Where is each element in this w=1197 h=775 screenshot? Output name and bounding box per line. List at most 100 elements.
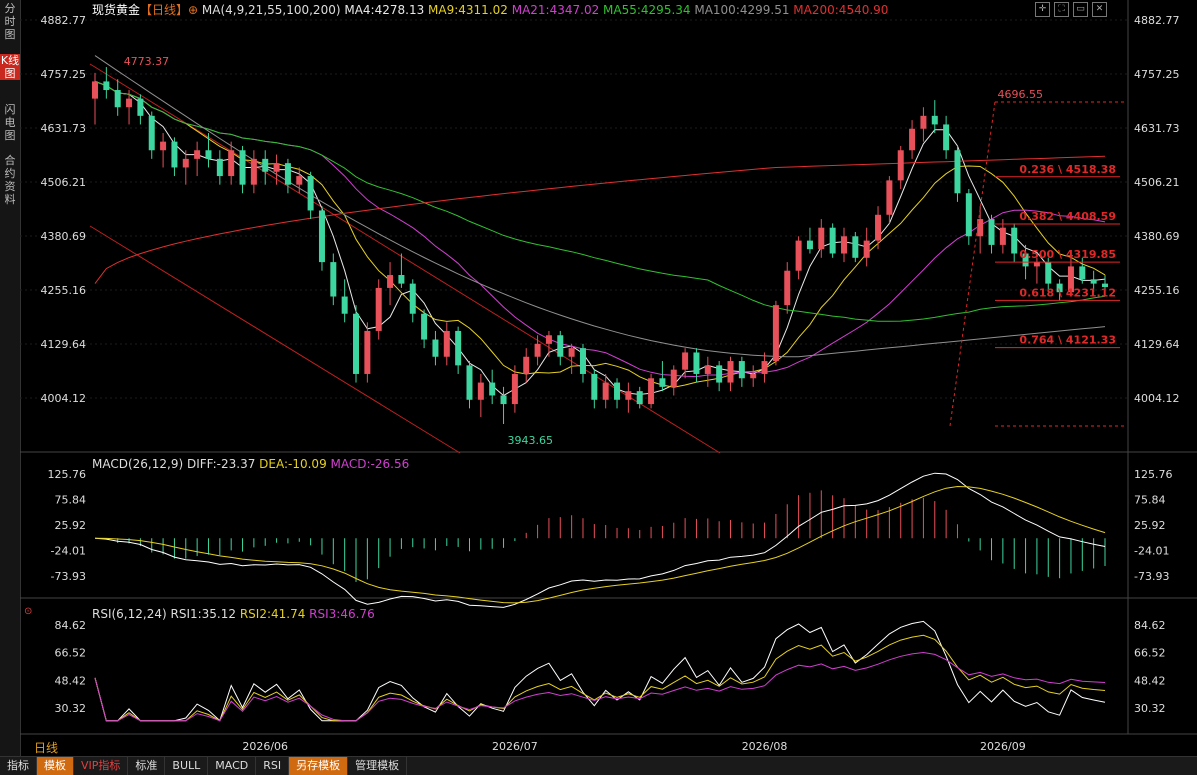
ma55-line	[94, 80, 1106, 322]
candle-body	[228, 150, 235, 177]
candle-body	[545, 335, 552, 344]
window-icon[interactable]: ▭	[1073, 2, 1088, 17]
candle-body	[353, 313, 360, 374]
fib-level-label: 0.500 \ 4319.85	[1019, 248, 1116, 261]
ma100-line	[94, 55, 1106, 358]
candle-body	[1090, 279, 1097, 284]
sidebar-tab-2[interactable]: 闪电图	[4, 103, 16, 142]
candle-body	[250, 158, 257, 185]
candle-body	[1011, 227, 1018, 254]
high-annotation: 4696.55	[998, 88, 1044, 101]
candle-body	[795, 240, 802, 271]
candle-body	[943, 124, 950, 151]
candle-body	[182, 158, 189, 168]
chart-toolbar: ✛ ⛶ ▭ ✕	[1035, 2, 1107, 17]
candle-body	[716, 365, 723, 383]
sidebar-tab-3[interactable]: 合约资料	[4, 154, 16, 206]
candle-body	[568, 348, 575, 357]
close-icon[interactable]: ✕	[1092, 2, 1107, 17]
candle-body	[273, 163, 280, 172]
price-axis-label: 4882.77	[1134, 14, 1180, 27]
candle-body	[137, 98, 144, 116]
macd-axis-label: -24.01	[1134, 545, 1169, 558]
bottom-tab-0[interactable]: 指标	[0, 757, 37, 775]
fib-level-label: 0.236 \ 4518.38	[1019, 163, 1116, 176]
candle-body	[999, 227, 1006, 245]
candle-body	[239, 150, 246, 185]
chart-header-part: ⊕	[188, 3, 202, 17]
x-axis-month-label: 2026/08	[742, 740, 788, 753]
macd-axis-label-left: 25.92	[55, 519, 87, 532]
candle-body	[909, 128, 916, 151]
rsi3-line	[94, 651, 1106, 722]
fib-trend-line	[949, 101, 996, 427]
candle-body	[659, 378, 666, 387]
candle-body	[840, 236, 847, 254]
candle-body	[670, 369, 677, 387]
macd-axis-label: 25.92	[1134, 519, 1166, 532]
sidebar-tab-0[interactable]: 分时图	[4, 2, 16, 41]
ma200-line	[94, 155, 1106, 284]
macd-header-part: MACD:-26.56	[327, 457, 410, 471]
candle-body	[1022, 253, 1029, 267]
candle-body	[682, 352, 689, 370]
rsi-settings-icon[interactable]: ⊙	[24, 606, 32, 617]
candle-body	[534, 343, 541, 357]
low-annotation: 3943.65	[508, 434, 553, 447]
chart-header-part: MA200:4540.90	[789, 3, 888, 17]
macd-axis-label-left: -73.93	[51, 570, 86, 583]
candle-body	[602, 382, 609, 400]
candle-body	[648, 378, 655, 405]
chart-canvas[interactable]: 0.236 \ 4518.38 0.382 \ 4408.59 0.500 \ 43…	[20, 0, 1197, 756]
bottom-tab-1[interactable]: 模板	[37, 757, 74, 775]
bottom-toolbar: 指标 模板 VIP指标 标准 BULL MACD RSI 另存模板 管理模板	[0, 756, 1197, 775]
price-axis-label: 4506.21	[1134, 176, 1180, 189]
rsi2-line	[94, 634, 1106, 722]
candle-body	[455, 330, 462, 366]
price-axis-label: 4129.64	[1134, 338, 1180, 351]
candle-body	[523, 356, 530, 374]
price-axis-label: 4004.12	[1134, 392, 1180, 405]
candle-body	[421, 313, 428, 340]
rsi-axis-label: 66.52	[1134, 647, 1166, 660]
fib-level-label: 0.618 \ 4231.12	[1019, 286, 1116, 299]
bottom-tab-3[interactable]: 标准	[128, 757, 166, 775]
candle-body	[262, 158, 269, 172]
candle-body	[307, 176, 314, 211]
rsi-axis-label-left: 30.32	[55, 702, 87, 715]
candle-body	[784, 270, 791, 306]
bottom-tab-2[interactable]: VIP指标	[74, 757, 129, 775]
crosshair-icon[interactable]: ✛	[1035, 2, 1050, 17]
candle-body	[636, 391, 643, 405]
bottom-tab-8[interactable]: 管理模板	[348, 757, 408, 775]
chart-header-part: 现货黄金	[92, 2, 140, 17]
candle-body	[1079, 266, 1086, 280]
rsi-axis-label-left: 48.42	[55, 674, 87, 687]
candle-body	[772, 305, 779, 362]
price-axis-label: 4757.25	[1134, 68, 1180, 81]
candle-body	[738, 361, 745, 379]
candle-body	[160, 141, 167, 151]
rsi-axis-label-left: 66.52	[55, 647, 87, 660]
candle-body	[194, 150, 201, 159]
price-axis-label-left: 4380.69	[41, 230, 87, 243]
sidebar-tab-1[interactable]: K线图	[0, 54, 20, 80]
candle-body	[875, 214, 882, 241]
candle-body	[443, 330, 450, 357]
x-axis-month-label: 2026/07	[492, 740, 538, 753]
macd-axis-label-left: -24.01	[51, 545, 86, 558]
macd-diff-line	[94, 472, 1106, 608]
fullscreen-icon[interactable]: ⛶	[1054, 2, 1069, 17]
candle-body	[375, 287, 382, 331]
candle-body	[1056, 283, 1063, 293]
candle-body	[1045, 262, 1052, 284]
candle-body	[387, 275, 394, 288]
rsi-header-part: RSI2:41.74	[236, 607, 305, 621]
bottom-tab-4[interactable]: BULL	[165, 757, 209, 775]
bottom-tab-7[interactable]: 另存模板	[289, 757, 349, 775]
bottom-tab-6[interactable]: RSI	[256, 757, 290, 775]
bottom-tab-5[interactable]: MACD	[208, 757, 257, 775]
candle-body	[171, 141, 178, 168]
rsi-axis-label: 30.32	[1134, 702, 1166, 715]
price-axis-label: 4255.16	[1134, 284, 1180, 297]
